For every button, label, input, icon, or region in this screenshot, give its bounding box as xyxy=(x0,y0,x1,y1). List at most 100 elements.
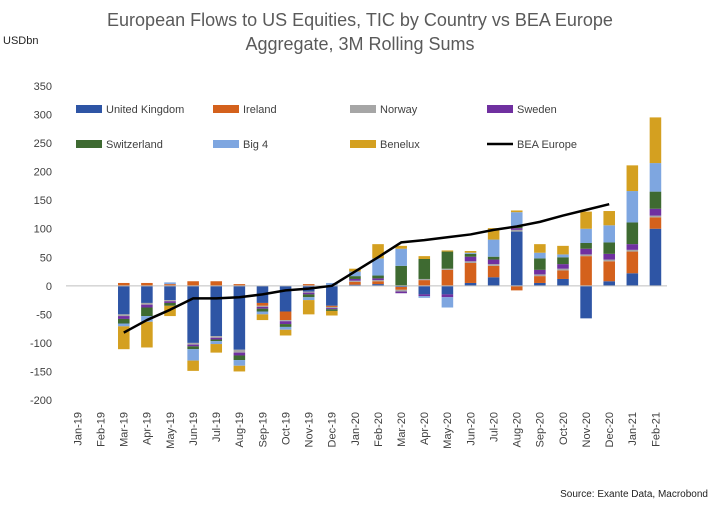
x-tick-label: Jan-20 xyxy=(350,412,362,446)
bar-segment-benelux xyxy=(118,326,130,350)
bar-segment-united-kingdom xyxy=(279,285,292,312)
bar-segment-big-4 xyxy=(372,258,384,276)
x-tick-label: Dec-20 xyxy=(604,412,616,447)
bar-segment-united-kingdom xyxy=(649,228,662,286)
legend-label-benelux: Benelux xyxy=(380,139,420,151)
x-tick-label: Oct-20 xyxy=(558,412,570,445)
bar-segment-norway xyxy=(395,289,407,292)
bar-segment-sweden xyxy=(557,264,569,269)
bar-segment-united-kingdom xyxy=(210,285,223,337)
bar-segment-benelux xyxy=(279,329,292,336)
bar-segment-benelux xyxy=(233,365,246,372)
bar-segment-sweden xyxy=(118,316,130,319)
bar-segment-norway xyxy=(487,264,500,266)
bar-segment-norway xyxy=(187,342,199,345)
bar-segment-ireland xyxy=(256,302,269,306)
bar-segment-benelux xyxy=(487,228,500,240)
bar-segment-switzerland xyxy=(210,339,223,342)
x-tick-label: Mar-19 xyxy=(119,412,131,447)
bar-segment-big-4 xyxy=(464,252,477,254)
bar-segment-switzerland xyxy=(141,307,153,317)
bar-segment-ireland xyxy=(626,251,639,274)
bar-segment-benelux xyxy=(372,244,384,259)
bar-segment-switzerland xyxy=(256,308,269,312)
bar-segment-big-4 xyxy=(210,341,223,345)
legend-label-norway: Norway xyxy=(380,104,418,116)
bar-segment-switzerland xyxy=(395,265,407,286)
y-tick-label: -100 xyxy=(30,338,52,350)
bar-segment-ireland xyxy=(302,284,315,286)
bar-segment-united-kingdom xyxy=(441,285,454,295)
bar-segment-ireland xyxy=(349,281,361,285)
bar-segment-united-kingdom xyxy=(418,285,431,295)
x-tick-label: Jun-19 xyxy=(188,412,200,446)
bar-segment-norway xyxy=(302,291,315,293)
bar-segment-switzerland xyxy=(464,253,477,257)
bar-segment-norway xyxy=(603,259,615,262)
bar-segment-ireland xyxy=(118,282,130,286)
bar-segment-ireland xyxy=(441,269,454,286)
y-tick-label: -200 xyxy=(30,395,52,407)
bar-segment-big-4 xyxy=(580,228,592,243)
bar-segment-benelux xyxy=(464,250,477,253)
y-tick-label: 150 xyxy=(34,195,52,207)
legend-swatch-switzerland xyxy=(76,140,102,148)
bar-segment-norway xyxy=(557,268,569,271)
bar-segment-norway xyxy=(326,306,338,309)
x-tick-label: Nov-19 xyxy=(304,412,316,447)
bar-segment-united-kingdom xyxy=(187,285,199,343)
bar-segment-ireland xyxy=(580,256,592,286)
x-tick-label: Dec-19 xyxy=(327,412,339,447)
line-series-bea-europe xyxy=(123,202,610,334)
bar-segment-norway xyxy=(256,305,269,307)
bar-segment-big-4 xyxy=(164,282,176,285)
x-tick-label: Jul-20 xyxy=(488,412,500,442)
bar-segment-switzerland xyxy=(279,324,292,327)
y-tick-label: 0 xyxy=(46,281,52,293)
bar-segment-switzerland xyxy=(118,318,130,324)
x-tick-label: Feb-19 xyxy=(96,412,108,447)
bar-segment-ireland xyxy=(164,284,176,286)
bar-segment-norway xyxy=(418,278,431,281)
x-tick-label: Apr-19 xyxy=(142,412,154,445)
y-tick-label: -50 xyxy=(36,309,52,321)
bar-segment-ireland xyxy=(510,285,523,291)
bar-segment-norway xyxy=(164,300,176,302)
bar-segment-norway xyxy=(534,274,546,277)
bar-segment-sweden xyxy=(279,321,292,325)
y-tick-label: 350 xyxy=(34,81,52,93)
bar-segment-sweden xyxy=(487,259,500,265)
bar-segment-sweden xyxy=(349,278,361,281)
bar-segment-switzerland xyxy=(372,275,384,279)
bar-segment-sweden xyxy=(210,337,223,340)
x-tick-label: Jan-21 xyxy=(627,412,639,446)
bar-segment-big-4 xyxy=(256,311,269,315)
bar-segment-switzerland xyxy=(302,294,315,298)
bar-segment-switzerland xyxy=(418,258,431,279)
x-tick-label: May-20 xyxy=(442,412,454,449)
x-tick-label: Jun-20 xyxy=(465,412,477,446)
x-tick-label: May-19 xyxy=(165,412,177,449)
bar-segment-big-4 xyxy=(534,252,546,259)
bar-segment-norway xyxy=(210,336,223,338)
bar-segment-sweden xyxy=(141,304,153,308)
bar-segment-big-4 xyxy=(349,271,361,277)
bar-segment-big-4 xyxy=(557,254,569,258)
x-tick-label: Apr-20 xyxy=(419,412,431,445)
y-axis-unit-label: USDbn xyxy=(3,35,39,47)
legend-label-big-4: Big 4 xyxy=(243,139,268,151)
bar-segment-united-kingdom xyxy=(626,273,639,286)
bar-segment-benelux xyxy=(557,245,569,255)
bar-segment-sweden xyxy=(603,253,615,260)
bar-segment-united-kingdom xyxy=(580,285,592,319)
bar-segment-big-4 xyxy=(441,297,454,308)
bar-segment-benelux xyxy=(326,310,338,316)
bar-segment-united-kingdom xyxy=(603,281,615,286)
bar-segment-big-4 xyxy=(418,296,431,298)
bar-segment-ireland xyxy=(395,286,407,290)
bar-segment-switzerland xyxy=(441,251,454,269)
bar-segment-ireland xyxy=(279,311,292,321)
y-tick-label: 200 xyxy=(34,167,52,179)
bar-segment-ireland xyxy=(649,217,662,229)
